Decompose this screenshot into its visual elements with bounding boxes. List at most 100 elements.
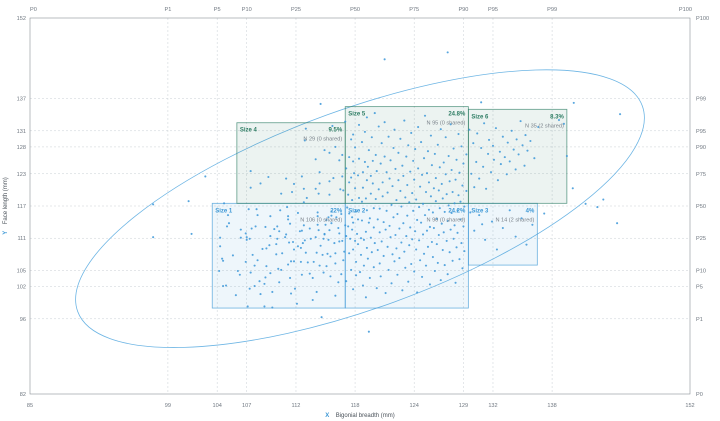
data-point [253, 284, 256, 288]
data-point [304, 127, 307, 130]
y-tick-label: 123 [17, 172, 26, 178]
data-point [450, 168, 453, 172]
data-point [152, 236, 155, 239]
data-point [342, 189, 345, 192]
data-point [316, 223, 319, 226]
data-point [429, 134, 432, 137]
data-point [349, 237, 352, 240]
data-point [187, 200, 190, 203]
data-point [413, 270, 416, 273]
data-point [338, 159, 341, 162]
data-point [333, 242, 336, 245]
data-point [501, 135, 504, 138]
data-point [365, 179, 368, 182]
data-point [411, 192, 414, 195]
data-point [238, 273, 241, 276]
data-point [619, 113, 622, 116]
data-point [461, 267, 464, 270]
data-point [291, 240, 295, 244]
data-point [463, 205, 466, 208]
data-point [339, 188, 342, 191]
x-tick-label: 112 [292, 403, 301, 409]
x-percentile-label: P50 [350, 7, 360, 13]
data-point [322, 237, 325, 240]
data-point [458, 258, 461, 261]
data-point [584, 202, 587, 205]
data-point [396, 273, 399, 276]
data-point [508, 160, 511, 163]
data-point [393, 260, 396, 263]
data-point [251, 253, 254, 256]
y-tick-label: 128 [17, 145, 26, 151]
data-point [436, 261, 439, 264]
data-point [490, 220, 494, 223]
size-box [236, 122, 346, 204]
data-point [434, 177, 437, 180]
x-percentile-label: P25 [291, 7, 301, 13]
data-point [388, 177, 391, 180]
data-point [265, 265, 268, 268]
data-point [431, 255, 434, 259]
data-point [438, 166, 441, 169]
data-point [370, 136, 373, 139]
x-axis-title: X Bigonial breadth (mm) [325, 404, 395, 421]
data-point [254, 225, 257, 228]
data-point [455, 246, 458, 249]
data-point [442, 161, 445, 164]
data-point [514, 168, 517, 171]
data-point [285, 233, 288, 236]
data-point [292, 248, 296, 251]
axis-ticks: 85 99 104 107 112 118 124 129 132 138 152 82 96 102 10… [17, 7, 709, 409]
data-point [296, 245, 299, 248]
data-point [303, 139, 306, 142]
data-point [362, 264, 365, 267]
data-point [259, 182, 262, 185]
data-point [342, 259, 345, 262]
data-point [386, 191, 389, 194]
data-point [289, 292, 293, 295]
data-point [311, 276, 314, 280]
data-point [443, 210, 446, 213]
data-point [350, 268, 353, 271]
size-box-percent: 8.3% [550, 114, 564, 120]
data-point [392, 146, 395, 150]
x-tick-label: 152 [685, 403, 694, 409]
size-box-count: N 106 (0 shared) [300, 217, 342, 223]
data-point [328, 229, 331, 232]
data-point [223, 202, 226, 205]
data-point [362, 238, 365, 241]
data-point [314, 187, 317, 190]
x-tick-label: 99 [165, 403, 171, 409]
data-point [379, 275, 382, 278]
data-point [357, 196, 361, 199]
x-tick-label: 85 [27, 403, 33, 409]
data-point [317, 192, 320, 195]
data-point [389, 236, 392, 239]
data-point [405, 155, 408, 158]
data-point [352, 160, 355, 163]
x-percentile-label: P10 [242, 7, 252, 13]
data-point [465, 153, 468, 156]
y-percentile-label: P5 [696, 285, 703, 291]
data-point [263, 282, 266, 285]
data-point [325, 218, 328, 222]
data-point [318, 182, 321, 185]
data-point [448, 180, 451, 183]
size-box-percent: 24.2% [448, 208, 466, 214]
data-point [429, 195, 432, 198]
data-point [355, 260, 358, 263]
data-point [401, 164, 404, 167]
data-point [249, 186, 252, 189]
data-point [510, 129, 513, 132]
data-point [378, 262, 381, 265]
data-point [298, 230, 301, 233]
data-point [402, 222, 405, 225]
data-point [328, 180, 331, 183]
data-point [508, 209, 511, 212]
data-point [409, 226, 412, 229]
data-point [386, 245, 389, 248]
data-point [352, 221, 355, 224]
data-point [315, 251, 318, 254]
data-point [434, 200, 437, 203]
